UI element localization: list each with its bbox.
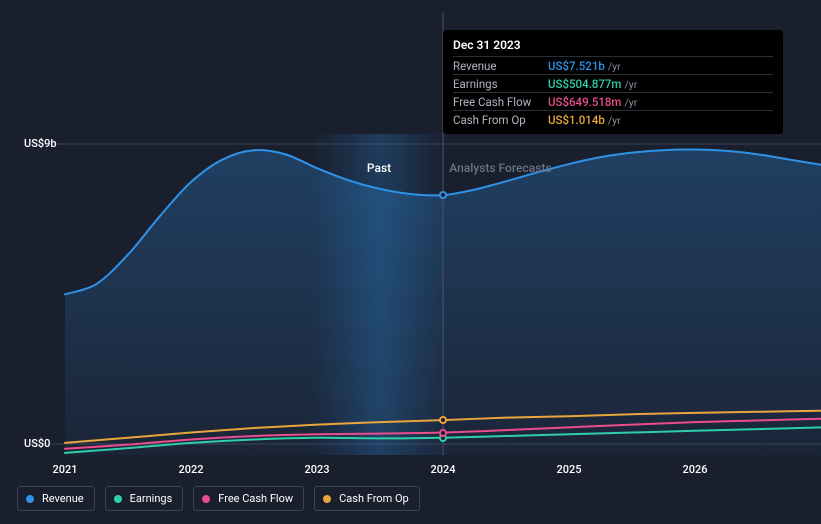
- series-marker: [439, 429, 447, 437]
- legend-label: Earnings: [130, 492, 173, 505]
- tooltip-suffix: /yr: [608, 114, 621, 127]
- legend-item-revenue[interactable]: Revenue: [17, 486, 95, 511]
- chart-tooltip: Dec 31 2023 RevenueUS$7.521b/yrEarningsU…: [443, 30, 783, 134]
- x-axis-label: 2024: [430, 463, 455, 476]
- series-marker: [439, 191, 447, 199]
- tooltip-metric-label: Free Cash Flow: [453, 95, 548, 109]
- tooltip-metric-value: US$504.877m: [548, 77, 621, 91]
- x-axis-label: 2026: [682, 463, 707, 476]
- legend-label: Free Cash Flow: [218, 492, 293, 505]
- tooltip-row: RevenueUS$7.521b/yr: [453, 56, 773, 74]
- past-label: Past: [367, 161, 391, 175]
- legend-label: Revenue: [42, 492, 84, 505]
- legend-dot-icon: [202, 495, 210, 503]
- financial-chart: US$9bUS$0 202120222023202420252026 PastA…: [17, 12, 805, 472]
- legend-item-free-cash-flow[interactable]: Free Cash Flow: [193, 486, 304, 511]
- legend-item-cash-from-op[interactable]: Cash From Op: [314, 486, 420, 511]
- tooltip-metric-value: US$7.521b: [548, 59, 605, 73]
- tooltip-metric-label: Cash From Op: [453, 113, 548, 127]
- chart-legend: Revenue Earnings Free Cash Flow Cash From O…: [17, 486, 420, 511]
- legend-item-earnings[interactable]: Earnings: [105, 486, 184, 511]
- tooltip-metric-label: Earnings: [453, 77, 548, 91]
- tooltip-suffix: /yr: [608, 60, 621, 73]
- x-axis-label: 2021: [52, 463, 77, 476]
- tooltip-row: Cash From OpUS$1.014b/yr: [453, 110, 773, 128]
- tooltip-row: Free Cash FlowUS$649.518m/yr: [453, 92, 773, 110]
- x-axis-label: 2022: [178, 463, 203, 476]
- legend-label: Cash From Op: [339, 492, 409, 505]
- forecast-label: Analysts Forecasts: [449, 161, 551, 175]
- tooltip-suffix: /yr: [624, 78, 637, 91]
- tooltip-metric-value: US$1.014b: [548, 113, 605, 127]
- tooltip-date: Dec 31 2023: [453, 38, 773, 56]
- legend-dot-icon: [323, 495, 331, 503]
- tooltip-metric-label: Revenue: [453, 59, 548, 73]
- x-axis-label: 2023: [304, 463, 329, 476]
- tooltip-metric-value: US$649.518m: [548, 95, 621, 109]
- y-axis-label: US$0: [24, 437, 50, 450]
- tooltip-suffix: /yr: [624, 96, 637, 109]
- legend-dot-icon: [26, 495, 34, 503]
- tooltip-row: EarningsUS$504.877m/yr: [453, 74, 773, 92]
- legend-dot-icon: [114, 495, 122, 503]
- y-axis-label: US$9b: [24, 137, 57, 150]
- series-marker: [439, 416, 447, 424]
- x-axis-label: 2025: [556, 463, 581, 476]
